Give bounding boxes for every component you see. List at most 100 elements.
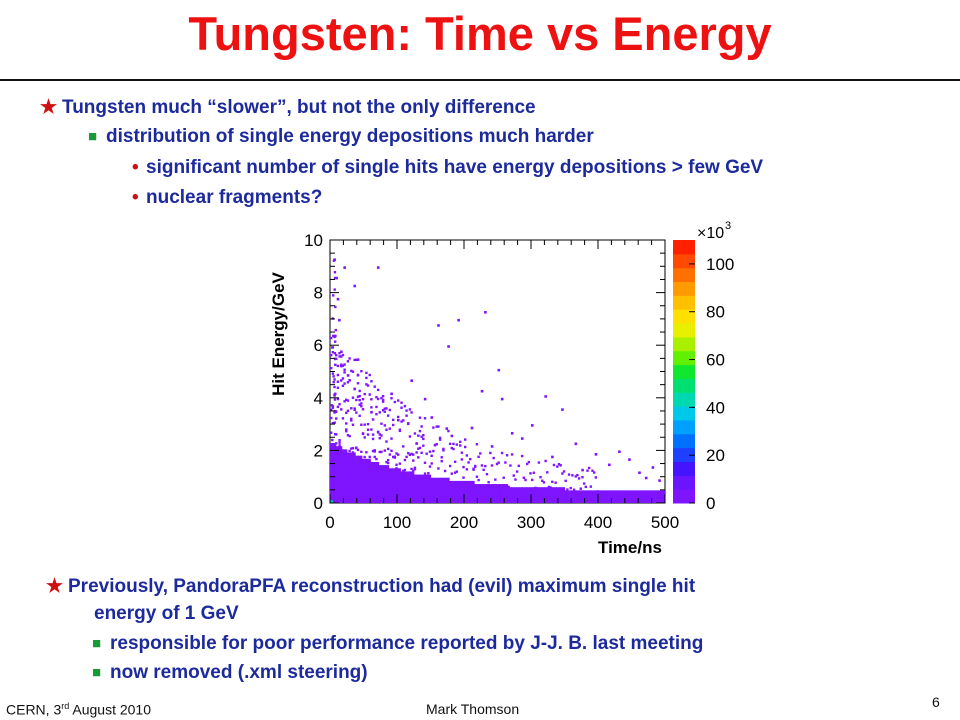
- heatmap-cell: [552, 496, 556, 501]
- heatmap-cell: [355, 480, 358, 485]
- heatmap-cell: [417, 487, 420, 491]
- heatmap-cell: [403, 477, 406, 482]
- heatmap-cell: [589, 490, 592, 495]
- heatmap-cell: [388, 453, 392, 456]
- heatmap-cell: [333, 468, 336, 473]
- heatmap-cell: [341, 449, 344, 454]
- heatmap-cell: [608, 463, 611, 467]
- heatmap-cell: [338, 477, 341, 482]
- heatmap-cell: [408, 490, 411, 495]
- heatmap-cell: [343, 363, 346, 366]
- heatmap-cell: [407, 451, 410, 455]
- heatmap-cell: [649, 490, 653, 495]
- heatmap-cell: [353, 474, 356, 479]
- heatmap-cell: [371, 437, 375, 441]
- heatmap-cell: [338, 446, 341, 450]
- heatmap-cell: [487, 484, 490, 488]
- heatmap-cell: [510, 496, 514, 501]
- heatmap-cell: [368, 490, 371, 495]
- heatmap-cell: [353, 471, 356, 476]
- heatmap-cell: [482, 484, 485, 488]
- heatmap-cell: [346, 496, 350, 501]
- heatmap-cell: [591, 493, 594, 498]
- heatmap-cell: [397, 453, 400, 456]
- heatmap-cell: [395, 471, 398, 476]
- heatmap-cell: [365, 371, 368, 375]
- heatmap-cell: [561, 408, 564, 411]
- heatmap-cell: [407, 490, 410, 495]
- heatmap-cell: [631, 496, 634, 501]
- heatmap-cell: [338, 487, 341, 491]
- heatmap-cell: [489, 493, 492, 498]
- heatmap-cell: [443, 487, 447, 491]
- heatmap-cell: [330, 477, 333, 482]
- heatmap-cell: [418, 484, 422, 488]
- heatmap-cell: [450, 493, 453, 498]
- colorbar-bin: [673, 240, 695, 255]
- heatmap-cell: [658, 490, 661, 495]
- heatmap-cell: [442, 487, 445, 491]
- heatmap-cell: [464, 438, 467, 441]
- heatmap-cell: [405, 477, 408, 482]
- heatmap-cell: [375, 496, 378, 501]
- heatmap-cell: [546, 493, 549, 498]
- heatmap-cell: [397, 496, 400, 501]
- heatmap-cell: [551, 480, 554, 484]
- heatmap-cell: [629, 490, 633, 495]
- heatmap-cell: [628, 496, 631, 501]
- heatmap-cell: [366, 480, 370, 485]
- heatmap-cell: [398, 499, 401, 503]
- heatmap-cell: [375, 465, 378, 469]
- heatmap-cell: [469, 457, 472, 461]
- heatmap-cell: [462, 480, 465, 485]
- heatmap-cell: [371, 471, 375, 476]
- heatmap-cell: [335, 452, 338, 457]
- heatmap-cell: [633, 499, 636, 503]
- heatmap-cell: [398, 484, 401, 488]
- heatmap-cell: [363, 484, 366, 488]
- heatmap-cell: [333, 394, 336, 397]
- star-bullet-icon: ★: [40, 97, 58, 118]
- heatmap-cell: [351, 465, 355, 469]
- heatmap-cell: [366, 471, 370, 476]
- heatmap-cell: [422, 444, 425, 447]
- heatmap-cell: [510, 493, 514, 498]
- y-tick-label: 2: [314, 441, 323, 460]
- heatmap-cell: [356, 358, 360, 361]
- heatmap-cell: [572, 499, 576, 503]
- heatmap-cell: [517, 490, 520, 495]
- heatmap-cell: [465, 496, 468, 501]
- heatmap-cell: [350, 490, 353, 495]
- heatmap-cell: [500, 493, 504, 498]
- heatmap-cell: [410, 493, 413, 498]
- heatmap-cell: [494, 484, 497, 488]
- heatmap-cell: [422, 434, 425, 437]
- heatmap-cell: [346, 461, 350, 466]
- heatmap-cell: [338, 499, 341, 503]
- heatmap-cell: [397, 490, 400, 495]
- heatmap-cell: [365, 468, 368, 473]
- heatmap-cell: [361, 397, 365, 401]
- heatmap-cell: [581, 499, 584, 503]
- heatmap-cell: [348, 477, 351, 482]
- heatmap-cell: [427, 480, 430, 485]
- heatmap-cell: [345, 455, 348, 460]
- heatmap-cell: [353, 387, 356, 391]
- heatmap-cell: [348, 490, 351, 495]
- x-tick-label: 300: [517, 513, 545, 532]
- heatmap-cell: [371, 493, 375, 498]
- heatmap-cell: [547, 493, 551, 498]
- heatmap-cell: [365, 484, 368, 488]
- heatmap-cell: [398, 493, 401, 498]
- heatmap-cell: [497, 496, 500, 501]
- heatmap-cell: [614, 499, 618, 503]
- heatmap-cell: [410, 477, 413, 482]
- colorbar-tick-label: 0: [706, 494, 715, 513]
- heatmap-cell: [472, 487, 475, 491]
- heatmap-cell: [428, 487, 432, 491]
- heatmap-cell: [415, 442, 418, 445]
- heatmap-cell: [541, 496, 544, 501]
- heatmap-cell: [373, 455, 376, 459]
- heatmap-cell: [628, 458, 631, 461]
- heatmap-cell: [341, 493, 344, 498]
